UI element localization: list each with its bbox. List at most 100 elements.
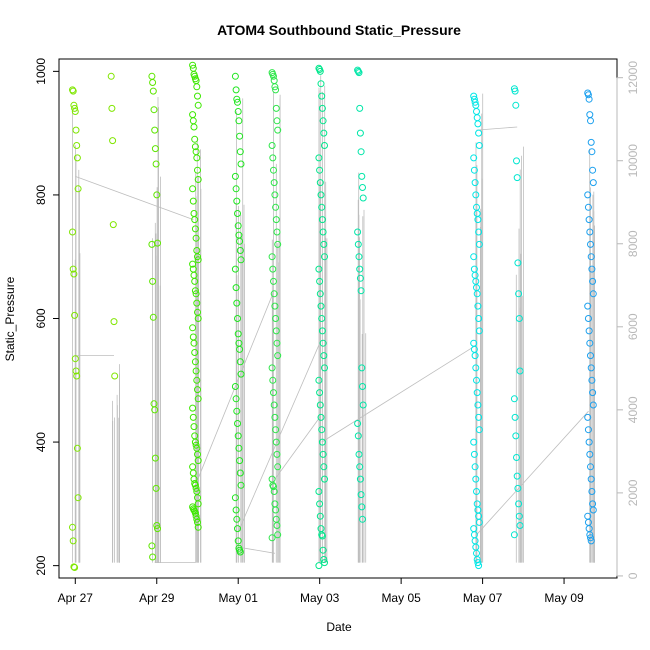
data-point-0-13 <box>71 355 79 363</box>
data-point-5-22 <box>271 302 279 310</box>
x-axis: Apr 27 Apr 29 May 01 May 03 May 05 May 07 May … <box>58 577 584 605</box>
data-point-8-32 <box>473 389 481 397</box>
data-point-9-16 <box>515 512 523 520</box>
data-point-4-9 <box>231 172 239 180</box>
data-point-5-31 <box>271 413 279 421</box>
data-point-5-6 <box>272 104 280 112</box>
data-point-6-28 <box>316 389 324 397</box>
data-point-0-7 <box>73 154 81 162</box>
data-point-7-23 <box>357 491 365 499</box>
x-tick-label-5: May 07 <box>463 591 503 605</box>
data-point-5-38 <box>270 483 277 491</box>
data-point-10-28 <box>584 426 592 434</box>
data-point-7-9 <box>354 228 362 236</box>
data-point-4-24 <box>236 345 244 353</box>
data-point-10-21 <box>586 339 594 347</box>
data-point-4-19 <box>232 284 240 292</box>
data-point-7-3 <box>356 104 364 112</box>
data-point-6-19 <box>316 277 324 285</box>
data-point-3-38 <box>190 339 198 347</box>
data-point-4-37 <box>232 506 240 514</box>
data-point-6-17 <box>321 253 328 261</box>
data-point-6-11 <box>316 179 324 187</box>
data-point-8-37 <box>470 450 478 458</box>
data-point-3-36 <box>189 324 197 332</box>
data-point-0-5 <box>72 126 80 134</box>
data-point-6-9 <box>315 154 323 162</box>
data-point-4-20 <box>233 299 241 307</box>
data-point-6-10 <box>316 166 324 174</box>
connector-line-6 <box>274 417 321 480</box>
data-point-7-24 <box>358 503 366 511</box>
data-point-8-36 <box>470 438 478 446</box>
data-point-6-37 <box>316 500 324 508</box>
data-point-10-22 <box>587 352 594 360</box>
data-point-9-5 <box>514 259 522 267</box>
data-point-10-3 <box>586 111 594 119</box>
data-point-6-20 <box>316 290 324 298</box>
data-point-6-16 <box>320 240 328 248</box>
data-point-10-26 <box>589 401 597 409</box>
data-point-7-7 <box>359 184 366 191</box>
data-point-5-41 <box>272 506 280 514</box>
data-point-0-16 <box>73 444 81 452</box>
data-point-5-28 <box>269 376 277 384</box>
data-point-8-34 <box>475 413 483 421</box>
data-point-8-17 <box>475 240 483 248</box>
data-point-7-14 <box>357 287 365 295</box>
data-point-10-29 <box>585 438 593 446</box>
connector-line-1 <box>75 176 194 220</box>
data-point-7-15 <box>358 364 366 372</box>
data-point-8-29 <box>471 352 479 360</box>
data-point-5-44 <box>274 531 282 539</box>
data-point-10-13 <box>587 240 594 248</box>
data-point-3-8 <box>194 101 202 109</box>
data-point-6-3 <box>317 80 325 88</box>
data-point-10-11 <box>585 216 593 224</box>
secondary-y-axis: 0 2000 4000 6000 8000 10000 12000 <box>616 61 640 579</box>
data-point-9-9 <box>510 395 518 403</box>
data-point-8-51 <box>474 559 482 567</box>
data-point-6-36 <box>315 488 323 495</box>
data-point-10-19 <box>584 315 592 322</box>
data-point-3-26 <box>194 256 202 264</box>
data-point-8-16 <box>475 228 483 236</box>
data-point-2-6 <box>152 160 160 168</box>
data-point-4-36 <box>231 494 239 502</box>
data-point-7-5 <box>357 148 365 156</box>
data-point-3-25 <box>194 253 201 261</box>
data-point-2-3 <box>150 106 158 114</box>
data-point-2-4 <box>151 126 159 134</box>
data-point-5-13 <box>271 191 279 199</box>
data-point-8-38 <box>471 463 479 471</box>
data-point-2-9 <box>148 240 156 248</box>
data-point-6-14 <box>318 216 326 224</box>
data-point-3-21 <box>191 216 199 224</box>
data-point-9-11 <box>512 432 520 440</box>
data-point-3-13 <box>191 143 199 151</box>
y-tick-label-4: 1000 <box>34 58 48 85</box>
data-point-1-2 <box>109 137 117 145</box>
data-point-9-13 <box>513 472 521 480</box>
data-point-4-32 <box>235 444 243 452</box>
data-point-4-13 <box>234 222 242 230</box>
data-point-2-14 <box>151 454 159 462</box>
data-point-3-53 <box>194 457 202 465</box>
chart-title: ATOM4 Southbound Static_Pressure <box>217 22 461 38</box>
data-point-6-12 <box>317 191 325 199</box>
data-point-5-4 <box>271 83 279 91</box>
data-point-10-17 <box>589 290 597 298</box>
data-point-5-11 <box>270 166 277 174</box>
data-point-5-14 <box>272 203 280 211</box>
data-point-9-6 <box>515 290 523 298</box>
data-point-8-8 <box>475 142 483 149</box>
y2-tick-label-5: 10000 <box>626 144 640 178</box>
data-point-3-31 <box>191 287 199 295</box>
data-point-0-6 <box>73 142 81 149</box>
data-point-5-16 <box>273 228 281 236</box>
data-point-8-15 <box>474 216 482 224</box>
data-point-3-35 <box>194 315 202 322</box>
data-point-4-2 <box>233 95 241 103</box>
data-point-10-30 <box>586 450 594 458</box>
